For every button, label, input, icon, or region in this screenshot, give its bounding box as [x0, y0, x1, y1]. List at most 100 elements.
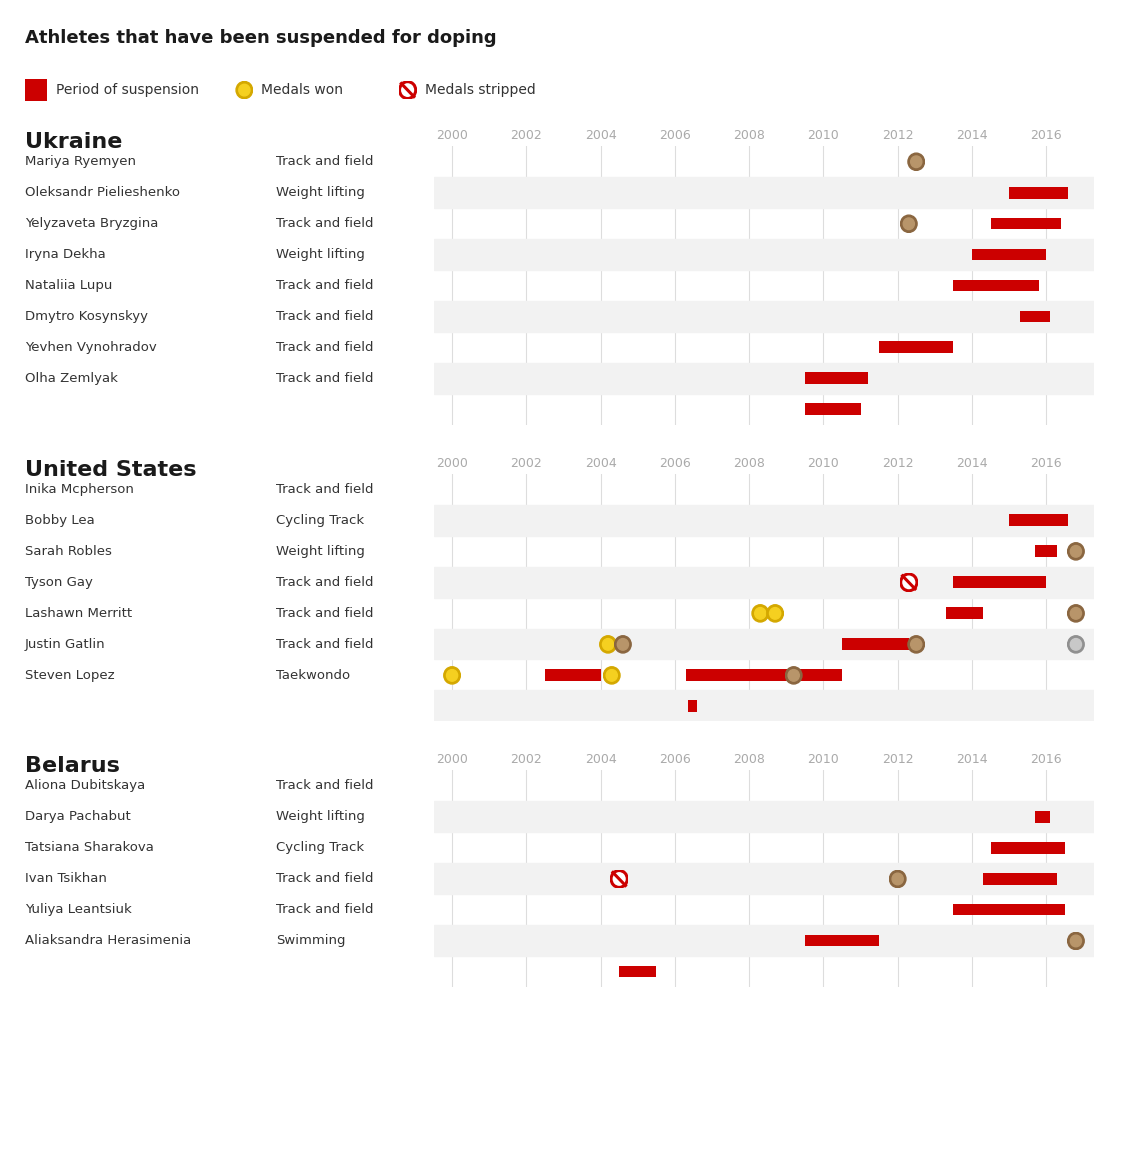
- Ellipse shape: [615, 635, 632, 653]
- Text: Track and field: Track and field: [276, 310, 374, 323]
- Bar: [805, 372, 868, 384]
- Ellipse shape: [617, 639, 628, 651]
- Text: Ivan Tsikhan: Ivan Tsikhan: [25, 873, 107, 886]
- Ellipse shape: [769, 607, 780, 619]
- Text: Weight lifting: Weight lifting: [276, 248, 365, 261]
- Text: Lashawn Merritt: Lashawn Merritt: [25, 607, 132, 620]
- Text: Track and field: Track and field: [276, 638, 374, 651]
- Text: Olha Zemlyak: Olha Zemlyak: [25, 372, 117, 385]
- Text: Weight lifting: Weight lifting: [276, 186, 365, 199]
- Text: Track and field: Track and field: [276, 280, 374, 292]
- Ellipse shape: [908, 153, 924, 171]
- Bar: [1020, 310, 1049, 322]
- Text: Aliaksandra Herasimenia: Aliaksandra Herasimenia: [25, 935, 191, 948]
- Bar: [805, 404, 860, 415]
- Text: Track and field: Track and field: [276, 607, 374, 620]
- Text: Belarus: Belarus: [25, 757, 119, 777]
- Ellipse shape: [1067, 932, 1084, 950]
- Ellipse shape: [400, 82, 415, 98]
- Ellipse shape: [236, 82, 252, 98]
- Text: Track and field: Track and field: [276, 342, 374, 355]
- Bar: [954, 280, 1039, 291]
- Ellipse shape: [1067, 635, 1084, 653]
- Bar: [434, 801, 1094, 832]
- Ellipse shape: [239, 84, 250, 96]
- Ellipse shape: [1071, 639, 1081, 651]
- Text: Track and field: Track and field: [276, 779, 374, 792]
- Text: Yelyzaveta Bryzgina: Yelyzaveta Bryzgina: [25, 218, 158, 230]
- Text: Weight lifting: Weight lifting: [276, 811, 365, 824]
- Ellipse shape: [890, 870, 906, 888]
- Bar: [991, 218, 1061, 229]
- Ellipse shape: [1067, 605, 1084, 622]
- Text: Track and field: Track and field: [276, 218, 374, 230]
- Ellipse shape: [1071, 545, 1081, 557]
- Ellipse shape: [767, 605, 784, 622]
- Ellipse shape: [754, 607, 766, 619]
- Bar: [954, 903, 1065, 915]
- Ellipse shape: [447, 669, 457, 681]
- Ellipse shape: [892, 873, 903, 885]
- Text: Sarah Robles: Sarah Robles: [25, 545, 111, 558]
- Text: Tatsiana Sharakova: Tatsiana Sharakova: [25, 841, 153, 854]
- Bar: [1035, 545, 1057, 557]
- Ellipse shape: [444, 667, 461, 684]
- Bar: [434, 301, 1094, 332]
- Text: Tyson Gay: Tyson Gay: [25, 576, 92, 589]
- Ellipse shape: [611, 870, 627, 887]
- Text: Nataliia Lupu: Nataliia Lupu: [25, 280, 113, 292]
- Ellipse shape: [901, 574, 917, 591]
- Text: Aliona Dubitskaya: Aliona Dubitskaya: [25, 779, 145, 792]
- Bar: [946, 607, 983, 619]
- Text: Yuliya Leantsiuk: Yuliya Leantsiuk: [25, 903, 132, 916]
- Text: Justin Gatlin: Justin Gatlin: [25, 638, 106, 651]
- Text: United States: United States: [25, 460, 196, 480]
- Ellipse shape: [788, 669, 799, 681]
- Bar: [1035, 811, 1049, 823]
- Bar: [434, 863, 1094, 894]
- Text: Cycling Track: Cycling Track: [276, 514, 364, 526]
- Bar: [688, 700, 697, 711]
- Bar: [972, 249, 1046, 261]
- Bar: [686, 669, 842, 681]
- Ellipse shape: [786, 667, 802, 684]
- Text: Track and field: Track and field: [276, 372, 374, 385]
- Ellipse shape: [911, 156, 922, 167]
- Text: Mariya Ryemyen: Mariya Ryemyen: [25, 156, 136, 168]
- Text: Swimming: Swimming: [276, 935, 346, 948]
- Bar: [983, 873, 1057, 885]
- Bar: [434, 177, 1094, 208]
- Ellipse shape: [901, 215, 917, 233]
- Text: Weight lifting: Weight lifting: [276, 545, 365, 558]
- Bar: [991, 842, 1065, 854]
- Text: Steven Lopez: Steven Lopez: [25, 669, 115, 682]
- Text: Track and field: Track and field: [276, 873, 374, 886]
- Text: Dmytro Kosynskyy: Dmytro Kosynskyy: [25, 310, 148, 323]
- Text: Yevhen Vynohradov: Yevhen Vynohradov: [25, 342, 157, 355]
- Bar: [434, 504, 1094, 536]
- Text: Track and field: Track and field: [276, 156, 374, 168]
- Bar: [619, 965, 656, 977]
- Ellipse shape: [1067, 543, 1084, 560]
- Bar: [879, 342, 954, 353]
- Bar: [434, 363, 1094, 394]
- Bar: [805, 935, 879, 947]
- Text: Medals stripped: Medals stripped: [425, 83, 535, 97]
- Text: Cycling Track: Cycling Track: [276, 841, 364, 854]
- Bar: [434, 566, 1094, 598]
- Text: Darya Pachabut: Darya Pachabut: [25, 811, 131, 824]
- Text: Track and field: Track and field: [276, 576, 374, 589]
- Bar: [545, 669, 600, 681]
- Ellipse shape: [903, 218, 914, 229]
- Ellipse shape: [600, 635, 616, 653]
- Bar: [434, 239, 1094, 270]
- Text: Taekwondo: Taekwondo: [276, 669, 350, 682]
- Bar: [1009, 187, 1069, 199]
- Bar: [434, 690, 1094, 722]
- Bar: [954, 577, 1046, 589]
- Text: Bobby Lea: Bobby Lea: [25, 514, 95, 526]
- Ellipse shape: [606, 669, 617, 681]
- Ellipse shape: [911, 639, 922, 651]
- Ellipse shape: [1071, 607, 1081, 619]
- Text: Iryna Dekha: Iryna Dekha: [25, 248, 106, 261]
